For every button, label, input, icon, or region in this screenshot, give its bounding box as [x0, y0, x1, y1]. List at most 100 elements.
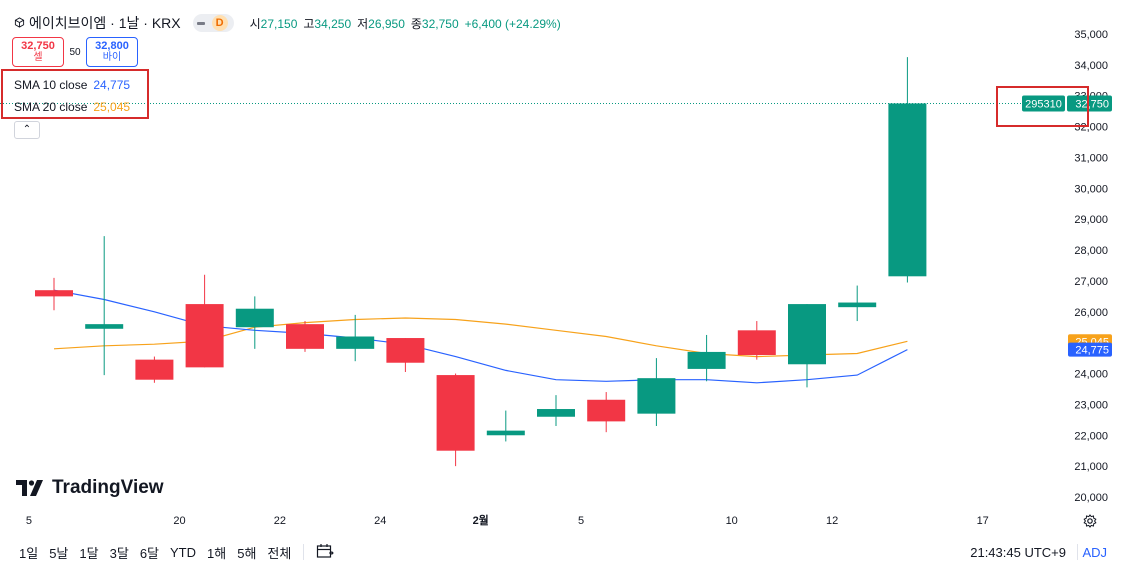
tradingview-logo-icon — [16, 480, 43, 496]
last-price-tag-bg — [1067, 95, 1112, 112]
sma10-legend[interactable]: SMA 10 close 24,775 — [14, 77, 130, 93]
toolbar-divider — [303, 544, 305, 560]
sma10-value: 24,775 — [93, 78, 131, 92]
x-tick-label: 24 — [374, 515, 386, 527]
sma-tag-bg — [1068, 342, 1112, 357]
candle — [587, 392, 626, 433]
buy-button[interactable]: 32,800 바이 — [86, 37, 138, 67]
cube-icon — [14, 16, 25, 31]
x-tick-label: 10 — [726, 515, 738, 527]
candle — [537, 395, 575, 427]
close-label: 종 — [410, 16, 422, 31]
y-tick-label: 32,000 — [1074, 122, 1108, 134]
sma20-line — [53, 317, 908, 358]
candle-body — [537, 409, 575, 417]
range-3m[interactable]: 3달 — [109, 545, 129, 561]
y-tick-label: 23,000 — [1074, 399, 1108, 411]
y-tick-label: 24,000 — [1074, 369, 1108, 381]
volume-tag-label: 295310 — [1025, 98, 1062, 110]
price-tag-highlight-box — [996, 86, 1089, 127]
symbol-header: 에이치브이엠 · 1날 · KRX D 시27,150 고34,250 저26,95… — [14, 12, 567, 34]
sma20-value: 25,045 — [93, 100, 131, 114]
x-tick-label: 5 — [26, 515, 32, 527]
high-value: 34,250 — [314, 16, 352, 31]
buy-label: 바이 — [102, 52, 122, 63]
range-5d[interactable]: 5날 — [49, 545, 69, 561]
delayed-badge: D — [211, 15, 228, 31]
x-tick-label: 17 — [977, 515, 989, 527]
symbol-title[interactable]: 에이치브이엠 · 1날 · KRX — [29, 15, 181, 31]
open-label: 시 — [249, 16, 261, 31]
tradingview-logo: TradingView — [16, 477, 164, 499]
y-tick-label: 30,000 — [1074, 183, 1108, 195]
candle — [737, 321, 776, 360]
spread-value: 50 — [69, 46, 81, 58]
y-tick-label: 22,000 — [1074, 430, 1108, 442]
last-price-tag-label: 32,750 — [1075, 98, 1109, 110]
y-tick-label: 27,000 — [1074, 276, 1108, 288]
candle-body — [436, 375, 475, 451]
candle-body — [486, 430, 525, 436]
buy-price: 32,800 — [95, 40, 129, 52]
sma10-label: SMA 10 close — [14, 78, 88, 92]
y-tick-label: 35,000 — [1074, 29, 1108, 41]
range-1d[interactable]: 1일 — [19, 545, 39, 561]
candle — [386, 338, 425, 372]
high-label: 고 — [303, 16, 315, 31]
candle-body — [336, 336, 375, 349]
x-tick-label: 22 — [274, 515, 286, 527]
candle — [135, 356, 174, 383]
chart-settings-icon[interactable] — [1083, 514, 1097, 531]
collapse-legend-button[interactable]: ⌃ — [14, 121, 40, 139]
range-1y[interactable]: 1해 — [207, 545, 227, 561]
candle-body — [135, 359, 174, 380]
candle-body — [35, 290, 73, 297]
range-all[interactable]: 전체 — [267, 545, 292, 561]
sell-button[interactable]: 32,750 셀 — [12, 37, 64, 67]
y-tick-label: 34,000 — [1074, 60, 1108, 72]
range-1m[interactable]: 1달 — [79, 545, 99, 561]
candle — [336, 314, 375, 362]
clock-readout[interactable]: 21:43:45 UTC+9 — [970, 544, 1066, 560]
x-tick-label: 20 — [173, 515, 185, 527]
sell-price: 32,750 — [21, 40, 55, 52]
candle — [888, 57, 927, 283]
candle-body — [235, 308, 274, 328]
x-tick-label: 5 — [578, 515, 584, 527]
range-5y[interactable]: 5해 — [237, 545, 257, 561]
sma-layer — [53, 289, 908, 384]
sell-label: 셀 — [33, 52, 43, 63]
market-status-pill[interactable]: D — [192, 14, 234, 32]
adj-toggle[interactable]: ADJ — [1082, 544, 1107, 560]
range-ytd[interactable]: YTD — [170, 544, 197, 560]
candle-body — [788, 304, 826, 365]
minus-icon — [196, 21, 205, 25]
candle — [838, 285, 877, 322]
candle — [788, 304, 826, 388]
close-value: 32,750 — [421, 16, 459, 31]
low-value: 26,950 — [368, 16, 405, 31]
range-6m[interactable]: 6달 — [139, 545, 160, 561]
sma-price-tag: 24,775 — [1068, 342, 1112, 357]
chevron-up-icon: ⌃ — [22, 124, 32, 135]
candle-body — [737, 330, 776, 356]
x-tick-label: 12 — [826, 515, 838, 527]
candle-body — [587, 399, 626, 422]
candle — [235, 296, 274, 349]
candle-body — [637, 378, 676, 414]
volume-tag-bg — [1022, 95, 1065, 112]
candle — [436, 373, 475, 467]
sma20-legend[interactable]: SMA 20 close 25,045 — [14, 99, 130, 115]
y-axis: 20,00021,00022,00023,00024,00025,00026,0… — [1074, 29, 1108, 504]
candle — [35, 277, 73, 311]
ohlc-readout: 시27,150 고34,250 저26,950 종32,750 +6,400 (+24.… — [250, 15, 567, 32]
sma20-label: SMA 20 close — [14, 100, 88, 114]
indicator-highlight-box — [1, 69, 149, 119]
calendar-range-icon[interactable] — [316, 543, 335, 562]
toolbar-divider-right — [1077, 544, 1078, 560]
candle — [687, 334, 726, 382]
y-tick-label: 29,000 — [1074, 214, 1108, 226]
candle — [286, 321, 324, 352]
